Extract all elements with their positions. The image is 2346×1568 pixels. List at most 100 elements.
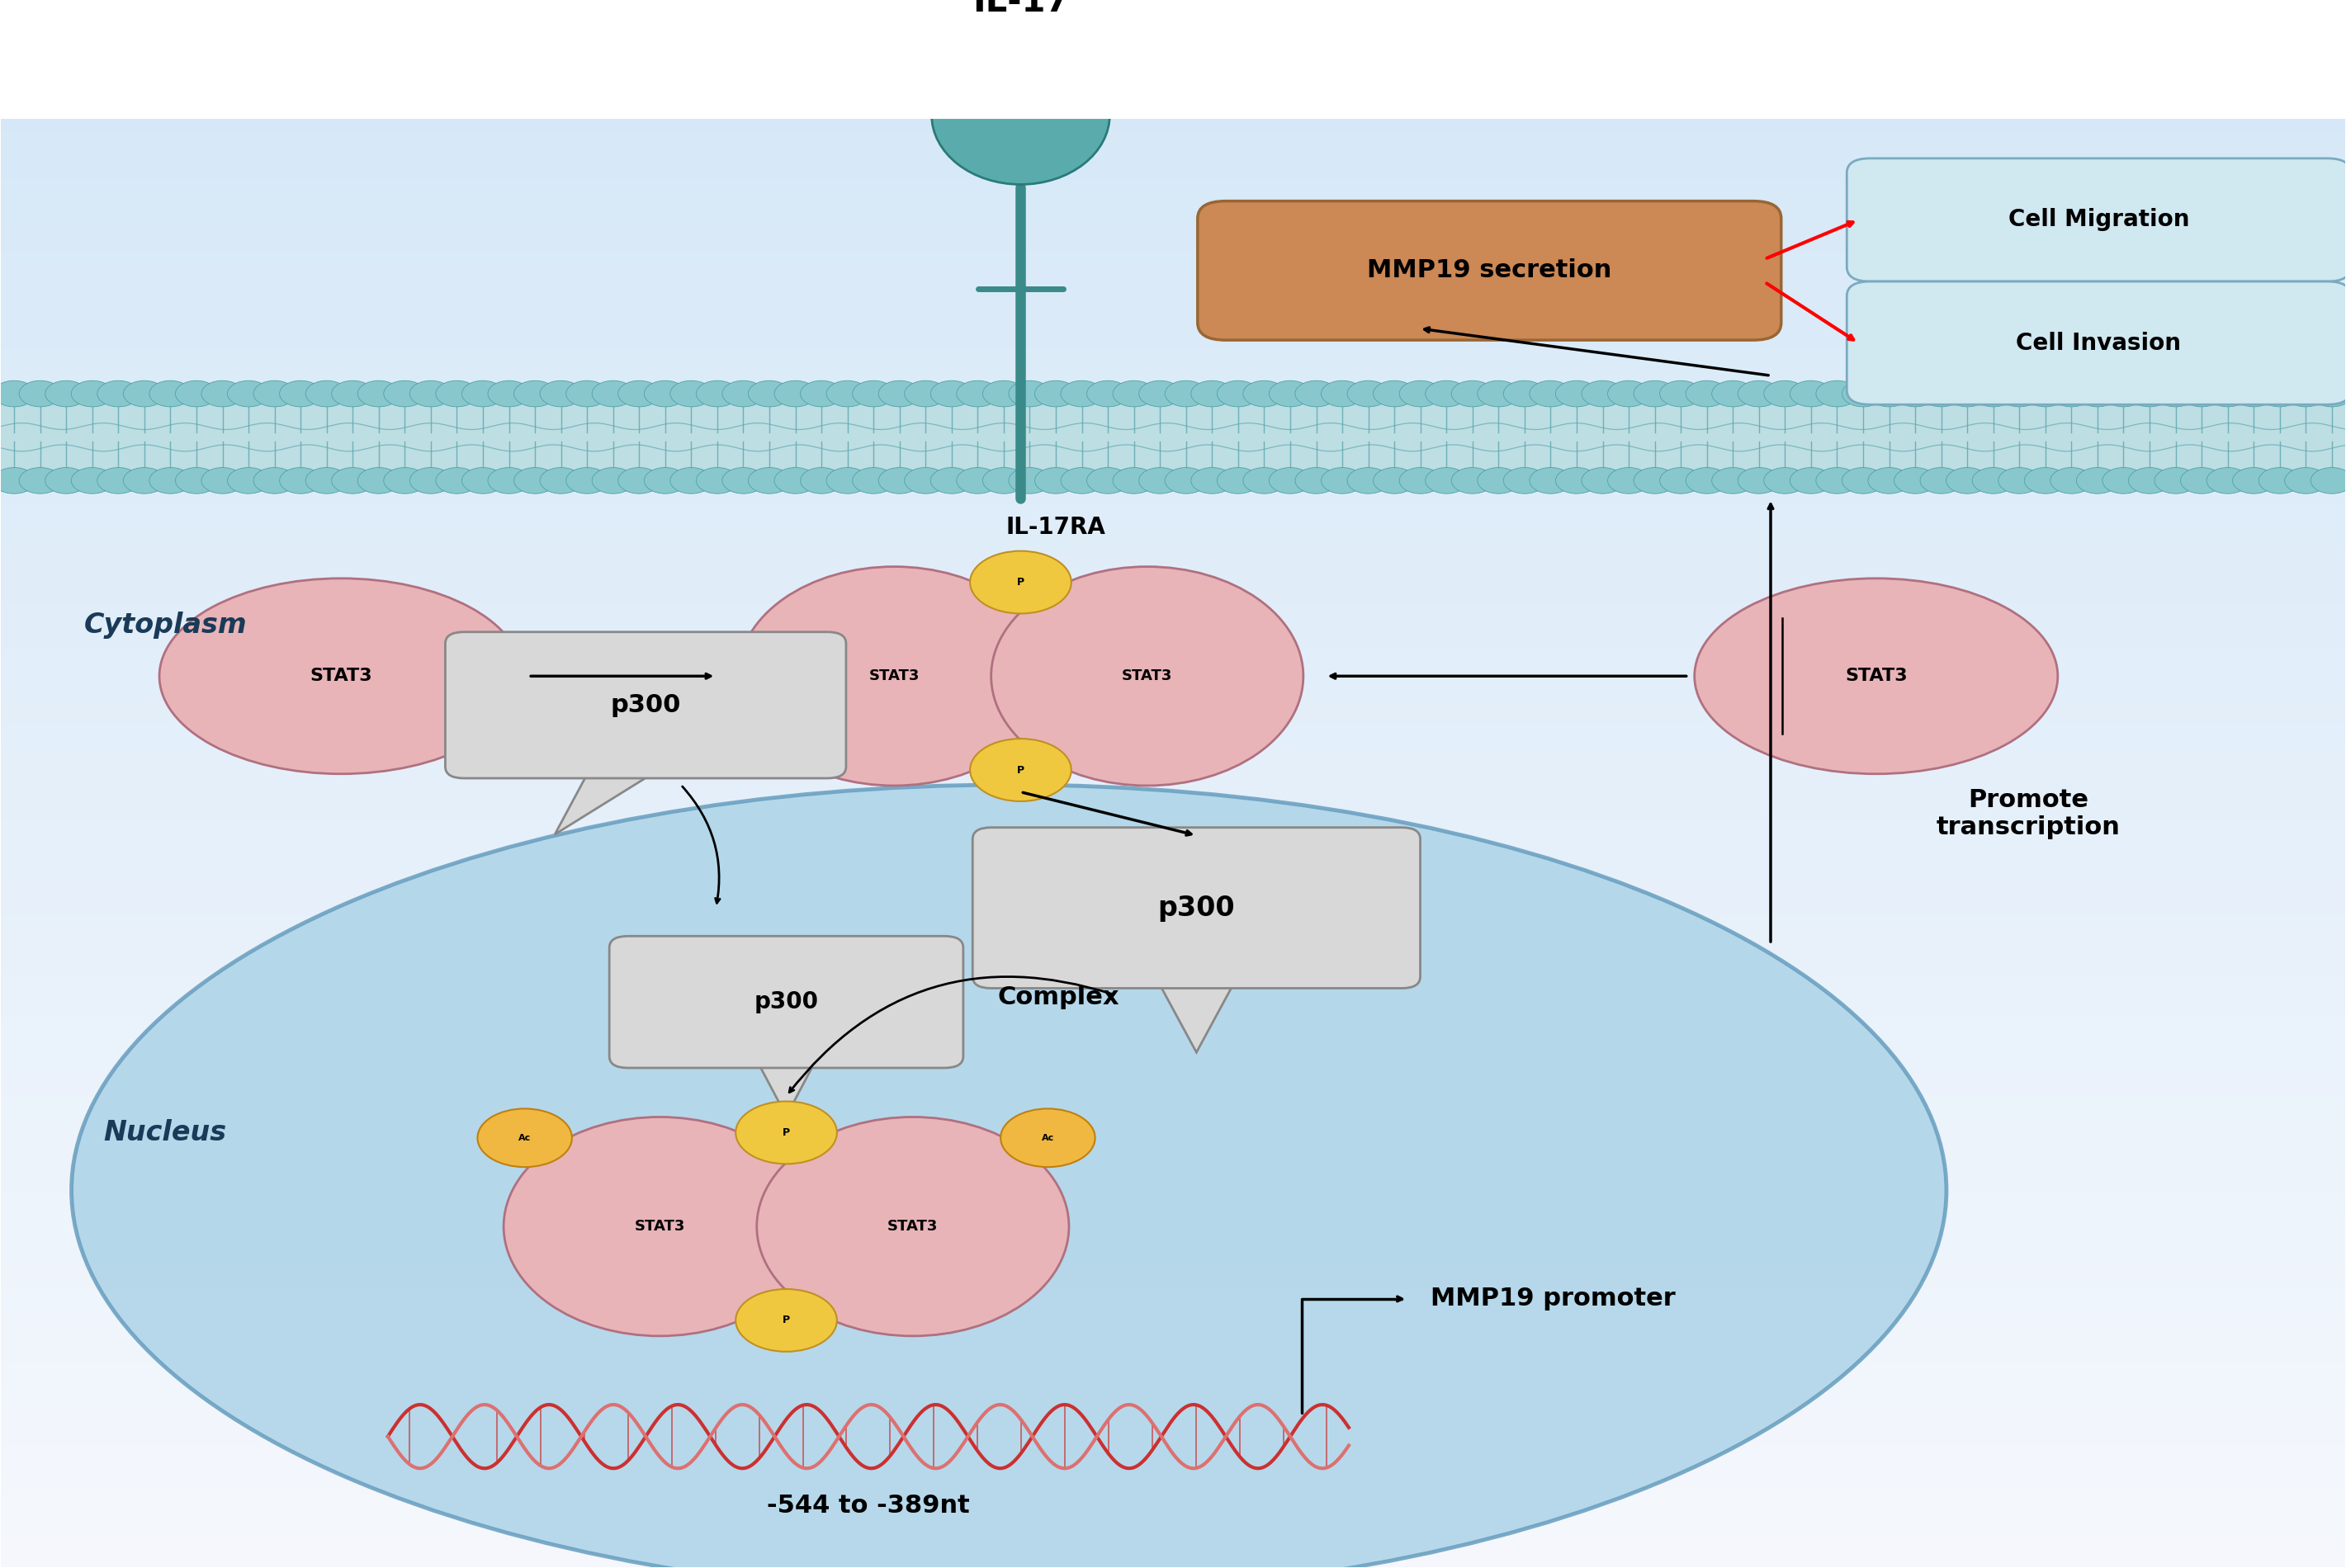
Circle shape [2311, 381, 2346, 406]
Circle shape [176, 381, 218, 406]
Text: IL-17: IL-17 [971, 0, 1070, 19]
Bar [0, 891, 2346, 903]
Circle shape [1581, 381, 1623, 406]
Circle shape [645, 381, 687, 406]
Bar [0, 1253, 2346, 1265]
Bar [0, 916, 2346, 927]
Circle shape [1035, 381, 1077, 406]
Bar [0, 517, 2346, 528]
Bar [0, 130, 2346, 143]
Bar [0, 1011, 2346, 1024]
Bar [0, 1109, 2346, 1120]
Circle shape [1504, 467, 1546, 494]
Circle shape [331, 467, 373, 494]
Circle shape [1138, 381, 1180, 406]
Circle shape [70, 467, 113, 494]
Circle shape [19, 381, 61, 406]
Circle shape [1607, 467, 1649, 494]
Circle shape [2311, 467, 2346, 494]
Bar [0, 1494, 2346, 1507]
Circle shape [1738, 381, 1781, 406]
Circle shape [1764, 467, 1806, 494]
Circle shape [540, 467, 582, 494]
Circle shape [1764, 381, 1806, 406]
Circle shape [2128, 381, 2170, 406]
Circle shape [645, 467, 687, 494]
Bar [0, 1350, 2346, 1361]
Bar [0, 601, 2346, 613]
Bar [0, 202, 2346, 215]
Circle shape [1947, 381, 1989, 406]
Circle shape [514, 381, 556, 406]
Circle shape [1372, 467, 1415, 494]
Circle shape [1504, 381, 1546, 406]
Bar [0, 818, 2346, 831]
Bar [0, 721, 2346, 734]
Circle shape [1347, 381, 1389, 406]
Circle shape [2285, 467, 2327, 494]
Bar [0, 1204, 2346, 1217]
Circle shape [479, 1109, 572, 1167]
Circle shape [697, 381, 739, 406]
Circle shape [1999, 467, 2041, 494]
Circle shape [488, 467, 530, 494]
Circle shape [906, 381, 948, 406]
Bar [0, 880, 2346, 891]
Bar [0, 662, 2346, 674]
Text: -544 to -389nt: -544 to -389nt [767, 1494, 969, 1518]
Circle shape [1426, 381, 1469, 406]
Circle shape [906, 467, 948, 494]
Text: Cell Migration: Cell Migration [2008, 209, 2189, 232]
Bar [0, 323, 2346, 336]
Bar [0, 528, 2346, 541]
Circle shape [1842, 467, 1884, 494]
Text: Cytoplasm: Cytoplasm [84, 612, 246, 640]
Circle shape [1192, 467, 1234, 494]
Circle shape [357, 381, 399, 406]
Bar [0, 963, 2346, 975]
Circle shape [983, 467, 1025, 494]
Text: STAT3: STAT3 [868, 668, 920, 684]
Circle shape [436, 467, 479, 494]
Circle shape [774, 381, 816, 406]
Bar [0, 759, 2346, 770]
Ellipse shape [504, 1116, 816, 1336]
Bar [0, 348, 2346, 361]
Circle shape [1321, 381, 1363, 406]
Circle shape [253, 381, 296, 406]
FancyBboxPatch shape [1846, 281, 2346, 405]
Bar [0, 1399, 2346, 1410]
Circle shape [1581, 467, 1623, 494]
Ellipse shape [160, 579, 523, 775]
Circle shape [385, 467, 427, 494]
Circle shape [176, 467, 218, 494]
Circle shape [0, 467, 35, 494]
Circle shape [1973, 381, 2015, 406]
Bar [0, 842, 2346, 855]
Text: MMP19 secretion: MMP19 secretion [1368, 259, 1612, 282]
Text: P: P [784, 1127, 791, 1138]
Circle shape [2259, 467, 2301, 494]
Circle shape [671, 467, 713, 494]
Circle shape [1659, 467, 1701, 494]
Circle shape [124, 467, 167, 494]
Circle shape [737, 1101, 838, 1163]
Circle shape [969, 739, 1072, 801]
Circle shape [2285, 381, 2327, 406]
Bar [0, 988, 2346, 999]
Circle shape [1112, 467, 1154, 494]
Text: STAT3: STAT3 [633, 1218, 685, 1234]
Circle shape [1607, 381, 1649, 406]
Bar [0, 1145, 2346, 1157]
Circle shape [540, 381, 582, 406]
Bar [0, 215, 2346, 227]
Bar [0, 191, 2346, 202]
Circle shape [1218, 467, 1260, 494]
Circle shape [202, 467, 244, 494]
Circle shape [1555, 381, 1598, 406]
Bar [0, 1289, 2346, 1301]
Text: Complex: Complex [997, 986, 1119, 1010]
Circle shape [462, 381, 504, 406]
Circle shape [411, 467, 453, 494]
Bar [0, 397, 2346, 408]
